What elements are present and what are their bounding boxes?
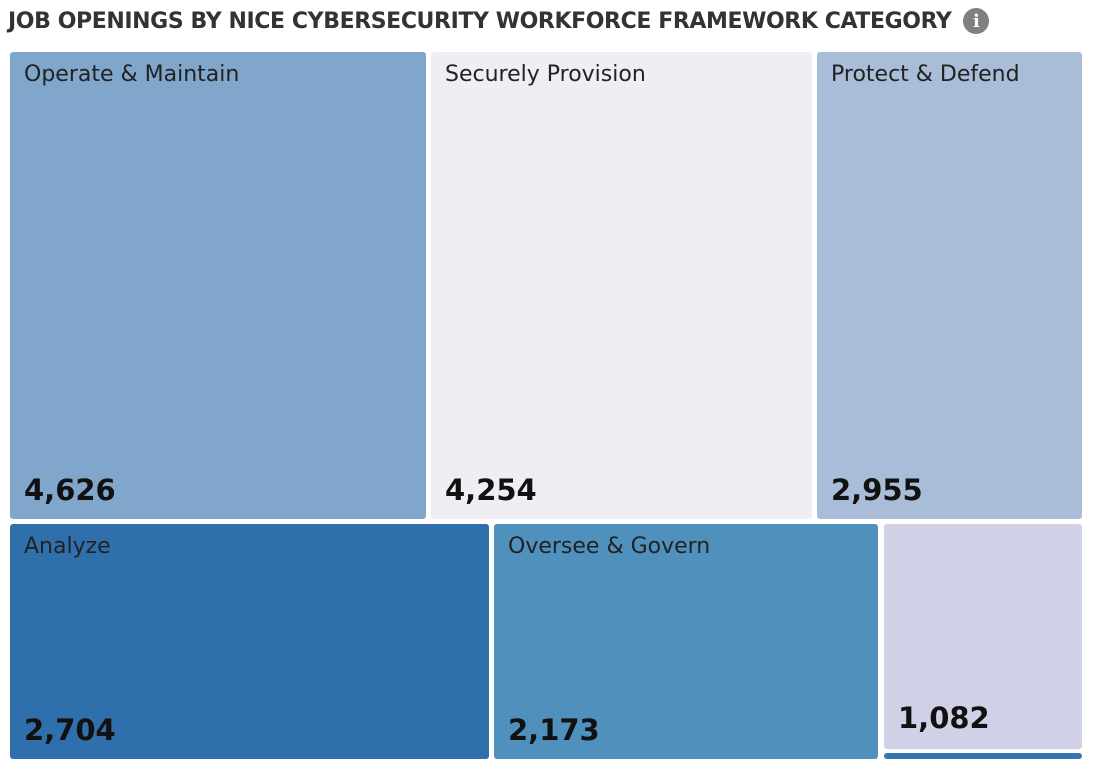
- tile-operate-and-maintain[interactable]: Operate & Maintain 4,626: [10, 52, 426, 519]
- tile-label-securely-provision: Securely Provision: [445, 62, 646, 87]
- tile-value-operate-and-maintain: 4,626: [24, 473, 116, 507]
- tile-analyze[interactable]: Analyze 2,704: [10, 524, 489, 759]
- tile-protect-and-defend[interactable]: Protect & Defend 2,955: [817, 52, 1082, 519]
- tile-label-oversee-and-govern: Oversee & Govern: [508, 534, 711, 559]
- tile-oversee-and-govern[interactable]: Oversee & Govern 2,173: [494, 524, 878, 759]
- tile-value-oversee-and-govern: 2,173: [508, 713, 600, 747]
- tile-value-unlabeled-6: 1,082: [898, 701, 990, 735]
- chart-header: JOB OPENINGS BY NICE CYBERSECURITY WORKF…: [8, 6, 990, 36]
- tile-label-protect-and-defend: Protect & Defend: [831, 62, 1020, 87]
- tile-value-securely-provision: 4,254: [445, 473, 537, 507]
- info-icon[interactable]: i: [963, 8, 990, 34]
- tile-securely-provision[interactable]: Securely Provision 4,254: [431, 52, 812, 519]
- chart-title: JOB OPENINGS BY NICE CYBERSECURITY WORKF…: [8, 8, 952, 34]
- tile-value-analyze: 2,704: [24, 713, 116, 747]
- tile-unlabeled-6[interactable]: 1,082: [884, 524, 1082, 749]
- tile-label-analyze: Analyze: [24, 534, 111, 559]
- tile-label-operate-and-maintain: Operate & Maintain: [24, 62, 240, 87]
- tile-value-protect-and-defend: 2,955: [831, 473, 923, 507]
- tile-unlabeled-7[interactable]: [884, 753, 1082, 759]
